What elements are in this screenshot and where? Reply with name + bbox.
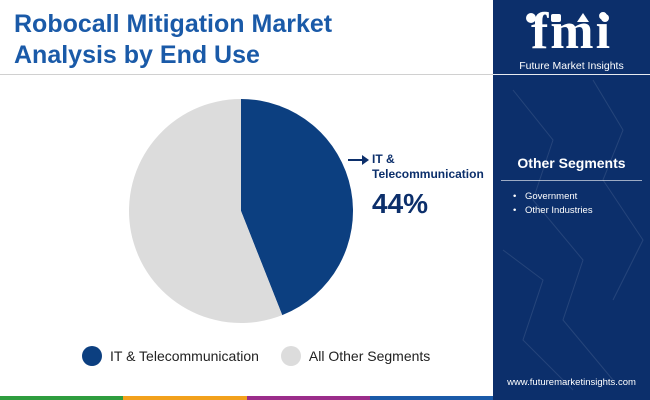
sidebar: fmi Future Market Insights Other Segment…: [493, 0, 650, 400]
other-segments-divider: [501, 180, 642, 181]
website-url[interactable]: www.futuremarketinsights.com: [507, 377, 636, 388]
logo-mark: fmi: [530, 3, 613, 60]
footer-bar-segment: [369, 396, 493, 400]
pie-slice-it-telecommunication: [241, 99, 354, 316]
callout-label-line-1: IT &: [372, 152, 395, 166]
callout-value: 44%: [372, 188, 429, 219]
header-divider: [0, 74, 493, 75]
legend: IT & Telecommunication All Other Segment…: [82, 346, 452, 366]
legend-label-it-telecommunication: IT & Telecommunication: [110, 348, 259, 364]
pie-slice-all-other-segments: [129, 99, 283, 323]
chart-title-line-2: Analysis by End Use: [14, 41, 260, 69]
chart-title: Robocall Mitigation Market Analysis by E…: [14, 9, 484, 71]
legend-item-all-other-segments: All Other Segments: [280, 346, 431, 366]
legend-item-it-telecommunication: IT & Telecommunication: [82, 346, 259, 366]
logo-triangle-icon: [577, 13, 589, 22]
legend-label-all-other-segments: All Other Segments: [308, 348, 431, 364]
callout-arrow-icon: [362, 155, 369, 165]
other-segments-title: Other Segments: [517, 155, 626, 171]
other-segments-list: Government Other Industries: [513, 190, 593, 218]
logo-decoration-icons: [526, 13, 609, 23]
logo-dot-icon: [601, 14, 609, 22]
legend-swatch-all-other-segments: [280, 346, 301, 366]
other-segment-item: Other Industries: [513, 204, 593, 218]
footer-bar-segment: [246, 396, 370, 400]
fmi-logo[interactable]: fmi Future Market Insights: [493, 3, 650, 73]
other-segment-item: Government: [513, 190, 593, 204]
callout-label-line-2: Telecommunication: [372, 167, 484, 181]
sidebar-divider: [493, 74, 650, 75]
footer-bar-segment: [0, 396, 124, 400]
footer-bar-segment: [123, 396, 247, 400]
logo-subtitle: Future Market Insights: [519, 60, 624, 72]
logo-globe-icon: [526, 13, 536, 23]
legend-swatch-it-telecommunication: [82, 346, 102, 366]
chart-title-line-1: Robocall Mitigation Market: [14, 10, 333, 38]
callout-label: IT & Telecommunication: [372, 152, 492, 182]
footer-color-bar: [0, 396, 493, 400]
logo-chart-icon: [551, 14, 561, 22]
pie-chart: [129, 99, 369, 323]
